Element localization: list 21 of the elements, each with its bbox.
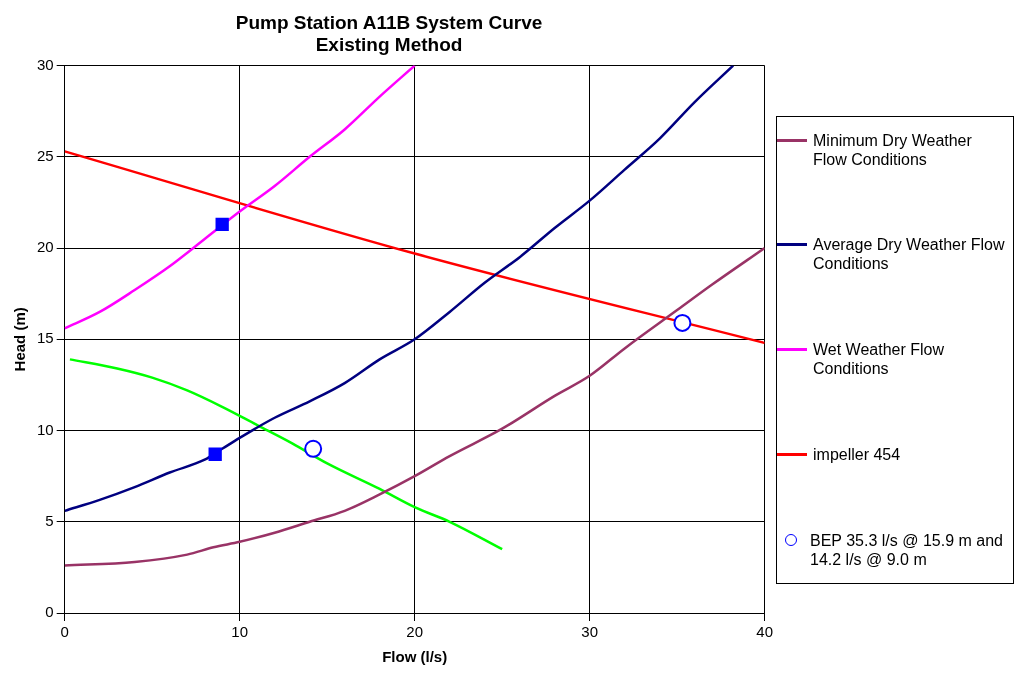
- x-tick-label: 10: [231, 623, 249, 641]
- y-tick-label: 15: [37, 329, 54, 347]
- x-tick-label: 20: [406, 623, 424, 641]
- y-axis-title: Head (m): [11, 307, 29, 372]
- x-tick-label: 40: [756, 623, 773, 641]
- x-tick-label: 30: [581, 623, 599, 641]
- x-axis-title: Flow (l/s): [382, 648, 448, 666]
- legend-label: impeller 454: [813, 444, 901, 464]
- y-tick-label: 30: [37, 55, 54, 73]
- legend-label: Minimum Dry Weather Flow Conditions: [813, 130, 973, 169]
- y-tick-label: 20: [37, 238, 54, 256]
- x-tick-label: 0: [60, 623, 69, 641]
- legend-label: BEP 35.3 l/s @ 15.9 m and 14.2 l/s @ 9.0 m: [810, 530, 1004, 569]
- legend-label: Wet Weather Flow Conditions: [813, 340, 945, 378]
- y-tick-label: 5: [45, 511, 54, 529]
- legend-label: Average Dry Weather Flow Conditions: [813, 235, 1006, 274]
- y-tick-label: 10: [37, 420, 54, 438]
- y-tick-label: 25: [37, 146, 54, 164]
- text: Pump Station A11B System Curve: [235, 11, 543, 33]
- text: Existing Method: [315, 34, 463, 56]
- y-tick-label: 0: [45, 603, 54, 621]
